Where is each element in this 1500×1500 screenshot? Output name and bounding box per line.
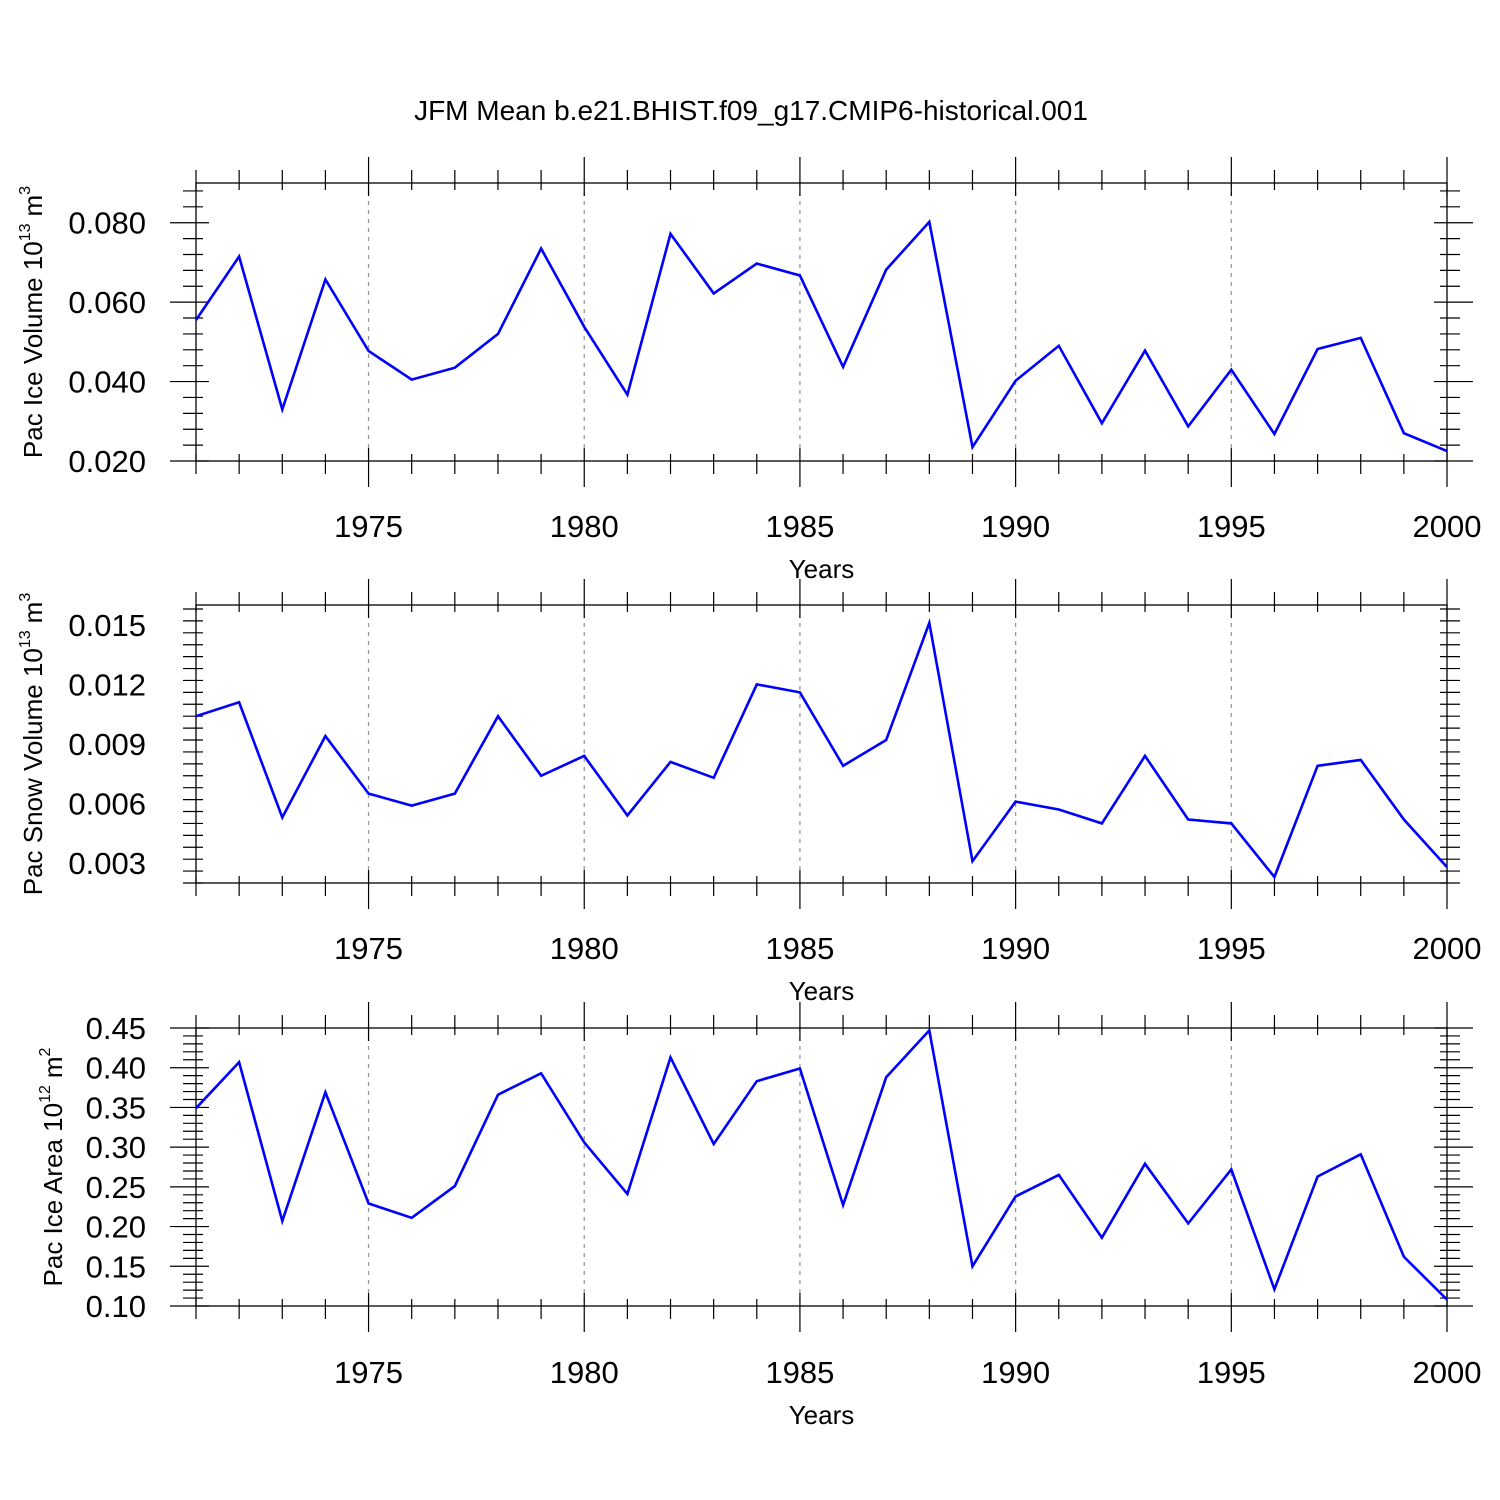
x-tick-label: 1990 xyxy=(981,931,1050,966)
y-tick-label: 0.012 xyxy=(68,667,146,702)
series-line xyxy=(195,617,1448,880)
series-line xyxy=(194,219,1448,453)
y-tick-label: 0.040 xyxy=(68,365,146,400)
y-axis-title: Pac Snow Volume 1013 m3 xyxy=(17,593,48,896)
x-axis-title: Years xyxy=(789,976,855,1006)
y-tick-label: 0.30 xyxy=(86,1130,146,1165)
x-tick-label: 1990 xyxy=(981,1355,1050,1390)
figure-title: JFM Mean b.e21.BHIST.f09_g17.CMIP6-histo… xyxy=(414,95,1088,126)
x-tick-label: 1980 xyxy=(550,1355,619,1390)
panel-1: 0.020 0.040 0.060 0.080 1975 1980 1985 1990 1995… xyxy=(17,157,1481,584)
plot-frame xyxy=(195,604,1448,884)
x-axis-title: Years xyxy=(789,1400,855,1430)
y-axis-title-unit-exponent: 3 xyxy=(17,593,34,602)
y-axis-title-text: Pac Ice Area 10 xyxy=(38,1103,68,1287)
x-tick-label: 2000 xyxy=(1413,1355,1482,1390)
y-tick-label: 0.015 xyxy=(68,608,146,643)
y-axis-title-unit-exponent: 3 xyxy=(17,186,34,195)
x-tick-label: 1980 xyxy=(550,509,619,544)
y-axis-title-text: Pac Ice Volume 10 xyxy=(18,241,48,458)
x-tick-label: 1990 xyxy=(981,509,1050,544)
y-axis-title-exponent: 13 xyxy=(17,630,34,648)
panel-3: 0.10 0.15 0.20 0.25 0.30 0.35 0.40 0.45 1975 1980… xyxy=(37,1002,1481,1430)
y-axis-title-unit: m xyxy=(18,602,48,624)
y-tick-label: 0.10 xyxy=(86,1289,146,1324)
y-tick-label: 0.020 xyxy=(68,444,146,479)
y-tick-label: 0.006 xyxy=(68,787,146,822)
x-tick-label: 1975 xyxy=(334,931,403,966)
y-tick-label: 0.009 xyxy=(68,727,146,762)
x-tick-label: 1985 xyxy=(765,509,834,544)
y-axis-title: Pac Ice Volume 1013 m3 xyxy=(17,186,48,458)
plot-frame xyxy=(195,182,1448,462)
y-tick-label: 0.40 xyxy=(86,1051,146,1086)
x-tick-label: 1995 xyxy=(1197,1355,1266,1390)
y-axis-title-unit-exponent: 2 xyxy=(37,1047,54,1056)
panel-2: 0.003 0.006 0.009 0.012 0.015 1975 1980 1985 199… xyxy=(17,579,1481,1006)
y-axis-title-text: Pac Snow Volume 10 xyxy=(18,648,48,895)
x-tick-label: 2000 xyxy=(1413,509,1482,544)
y-axis-title-unit: m xyxy=(18,195,48,217)
y-tick-label: 0.35 xyxy=(86,1090,146,1125)
y-axis-title-unit: m xyxy=(38,1056,68,1078)
y-axis-title-exponent: 12 xyxy=(37,1085,54,1103)
y-tick-label: 0.20 xyxy=(86,1210,146,1245)
y-tick-label: 0.060 xyxy=(68,285,146,320)
x-tick-label: 1995 xyxy=(1197,509,1266,544)
x-tick-label: 1980 xyxy=(550,931,619,966)
plot-frame xyxy=(195,1027,1448,1307)
x-tick-label: 1985 xyxy=(765,1355,834,1390)
y-tick-label: 0.003 xyxy=(68,846,146,881)
x-tick-label: 1975 xyxy=(334,1355,403,1390)
y-tick-label: 0.45 xyxy=(86,1011,146,1046)
y-tick-label: 0.080 xyxy=(68,206,146,241)
y-axis-title: Pac Ice Area 1012 m2 xyxy=(37,1047,68,1286)
y-tick-label: 0.25 xyxy=(86,1170,146,1205)
x-tick-label: 1975 xyxy=(334,509,403,544)
y-axis-title-exponent: 13 xyxy=(17,223,34,241)
x-tick-label: 2000 xyxy=(1413,931,1482,966)
series-line xyxy=(195,1027,1448,1301)
x-tick-label: 1995 xyxy=(1197,931,1266,966)
x-axis-title: Years xyxy=(789,554,855,584)
x-tick-label: 1985 xyxy=(765,931,834,966)
y-tick-label: 0.15 xyxy=(86,1249,146,1284)
